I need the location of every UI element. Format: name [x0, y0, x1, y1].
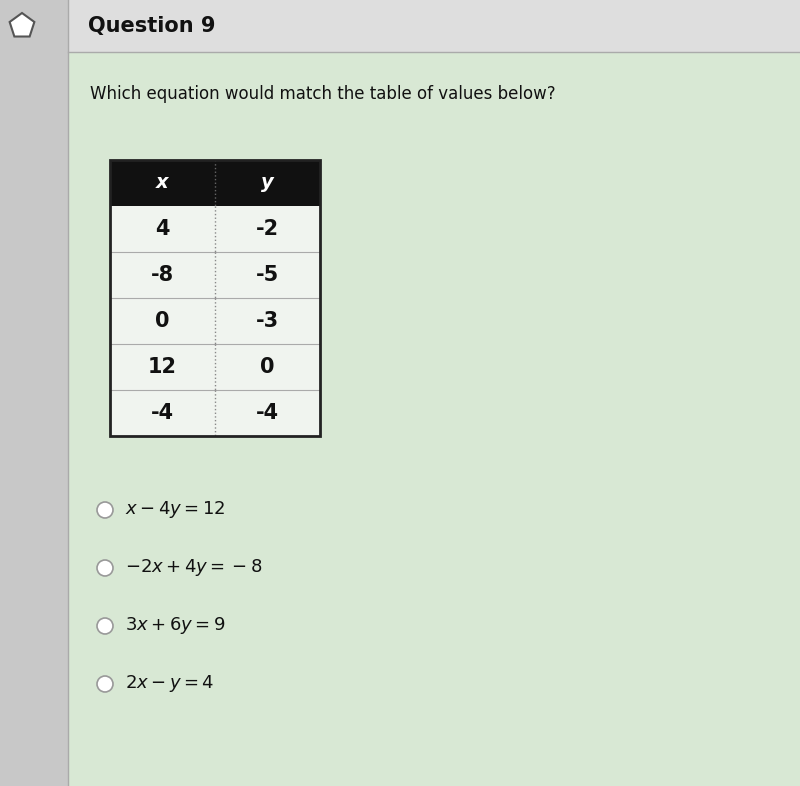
- Text: -3: -3: [256, 311, 279, 331]
- Text: 12: 12: [148, 357, 177, 377]
- Circle shape: [97, 502, 113, 518]
- Bar: [110, 390, 320, 436]
- Bar: [110, 298, 320, 344]
- Text: -8: -8: [151, 265, 174, 285]
- Bar: [110, 160, 320, 206]
- Circle shape: [97, 618, 113, 634]
- Bar: [110, 252, 320, 298]
- Text: 0: 0: [155, 311, 170, 331]
- Text: -5: -5: [256, 265, 279, 285]
- Text: 4: 4: [155, 219, 170, 239]
- Text: 0: 0: [260, 357, 274, 377]
- Circle shape: [97, 676, 113, 692]
- Circle shape: [97, 560, 113, 576]
- Text: $x - 4y = 12$: $x - 4y = 12$: [125, 499, 226, 520]
- Text: -4: -4: [256, 403, 279, 423]
- Bar: [0, 0, 68, 786]
- Text: -4: -4: [151, 403, 174, 423]
- Text: x: x: [156, 174, 169, 193]
- Polygon shape: [10, 13, 34, 36]
- Text: Which equation would match the table of values below?: Which equation would match the table of …: [90, 85, 556, 103]
- Text: $-2x + 4y = -8$: $-2x + 4y = -8$: [125, 557, 262, 578]
- Text: -2: -2: [256, 219, 279, 239]
- Bar: [110, 160, 320, 436]
- Bar: [68, 0, 800, 52]
- Text: Question 9: Question 9: [88, 16, 215, 36]
- Text: $2x - y = 4$: $2x - y = 4$: [125, 674, 214, 695]
- Text: $3x + 6y = 9$: $3x + 6y = 9$: [125, 615, 226, 637]
- Bar: [110, 344, 320, 390]
- Bar: [110, 206, 320, 252]
- Text: y: y: [261, 174, 274, 193]
